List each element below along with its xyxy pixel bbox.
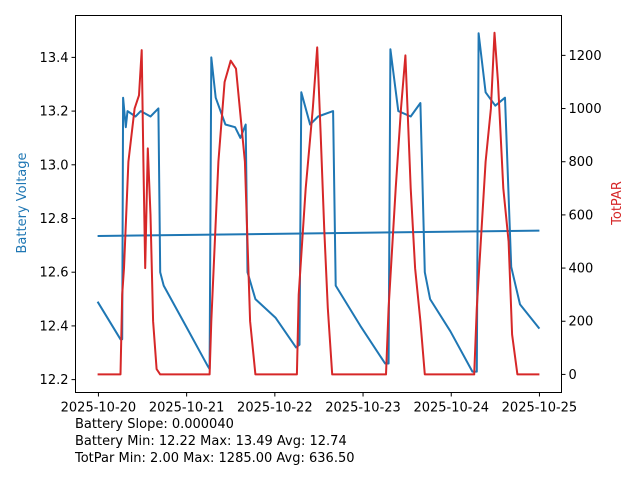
right-y-tick-label: 0	[569, 368, 577, 383]
x-tick-label: 2025-10-20	[61, 401, 137, 416]
right-y-tick-label: 1000	[569, 102, 602, 117]
left-y-tick-label: 12.6	[40, 266, 69, 281]
stats-block: Battery Slope: 0.000040 Battery Min: 12.…	[75, 416, 355, 467]
series-line-battery-trend	[97, 229, 540, 237]
x-tick-label: 2025-10-23	[325, 401, 401, 416]
totpar-stats-text: TotPar Min: 2.00 Max: 1285.00 Avg: 636.5…	[75, 451, 355, 466]
left-y-tick-label: 12.4	[40, 319, 69, 334]
right-y-tick-label: 600	[569, 208, 594, 223]
x-tick-label: 2025-10-24	[413, 401, 489, 416]
x-tick-label: 2025-10-25	[502, 401, 578, 416]
left-y-tick-label: 12.2	[40, 373, 69, 388]
left-y-tick-label: 13.4	[40, 51, 69, 66]
x-tick-label: 2025-10-22	[237, 401, 313, 416]
left-y-tick-label: 13.2	[40, 105, 69, 120]
right-y-tick-label: 800	[569, 155, 594, 170]
battery-slope-text: Battery Slope: 0.000040	[75, 417, 234, 432]
left-y-tick-label: 12.8	[40, 212, 69, 227]
left-axis-label: Battery Voltage	[15, 152, 30, 253]
left-y-tick-label: 13.0	[40, 158, 69, 173]
plot-frame	[75, 15, 562, 393]
right-y-tick-label: 400	[569, 262, 594, 277]
battery-stats-text: Battery Min: 12.22 Max: 13.49 Avg: 12.74	[75, 434, 347, 449]
x-tick-label: 2025-10-21	[149, 401, 225, 416]
right-y-tick-label: 200	[569, 315, 594, 330]
series-line-totpar	[97, 31, 540, 376]
right-y-tick-label: 1200	[569, 49, 602, 64]
right-axis-label: TotPAR	[610, 181, 625, 226]
